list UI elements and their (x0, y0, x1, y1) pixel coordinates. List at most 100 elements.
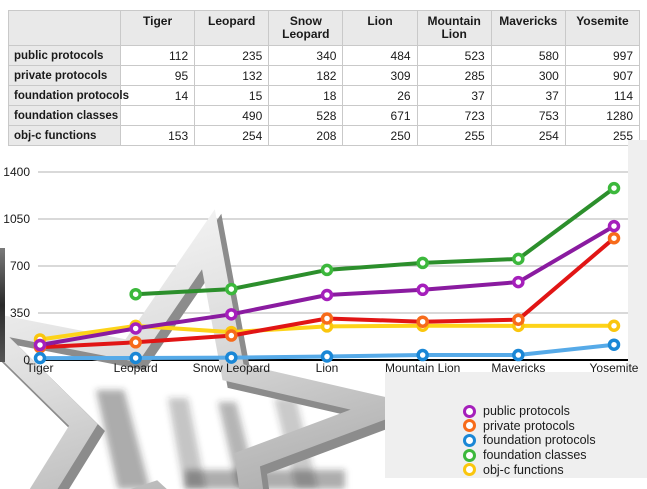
table-cell: 132 (194, 65, 270, 86)
table-cell: 723 (416, 105, 492, 126)
data-point-marker (416, 283, 429, 297)
table-cell: 254 (490, 125, 566, 146)
y-tick-label: 700 (10, 259, 30, 273)
legend-label: public protocols (483, 404, 570, 419)
row-label: obj-c functions (8, 125, 121, 146)
data-point-marker (512, 252, 525, 266)
series-line-foundation-classes (133, 186, 616, 297)
table-row: obj-c functions 153 254 208 250 255 254 255 (8, 125, 641, 146)
x-axis-label: Tiger (27, 361, 54, 375)
table-header-row: Tiger Leopard Snow Leopard Lion Mountain Lio… (8, 10, 641, 46)
table-cell: 15 (194, 85, 270, 106)
table-cell: 254 (194, 125, 270, 146)
data-point-marker (607, 181, 621, 195)
data-point-marker (512, 348, 525, 362)
data-point-marker (416, 348, 429, 362)
table-cell: 309 (342, 65, 418, 86)
legend-items: public protocols private protocols foundat… (463, 404, 647, 477)
y-tick-label: 1050 (3, 212, 30, 226)
table-cell: 753 (490, 105, 566, 126)
stats-table: Tiger Leopard Snow Leopard Lion Mountain Lio… (8, 10, 641, 146)
table-cell: 255 (416, 125, 492, 146)
y-tick-label: 350 (10, 306, 30, 320)
column-header: Mountain Lion (416, 10, 492, 46)
table-cell: 208 (268, 125, 344, 146)
data-point-marker (320, 312, 334, 325)
column-header: Leopard (194, 10, 270, 46)
y-tick-label: 1400 (3, 165, 30, 179)
legend-item: obj-c functions (463, 462, 647, 477)
table-cell (119, 105, 196, 126)
legend-label: private protocols (483, 418, 575, 433)
data-point-marker (225, 308, 238, 321)
table-cell: 340 (268, 45, 344, 66)
table-row: foundation protocols 14 15 18 26 37 37 114 (8, 85, 641, 106)
line-chart: 0 350 700 1050 1400 Tiger Leopard Snow Leopard L… (0, 165, 639, 489)
table-cell: 153 (119, 125, 196, 146)
table-cell: 235 (194, 45, 270, 66)
table-cell: 95 (119, 65, 196, 86)
data-point-marker (512, 275, 525, 289)
row-label: foundation protocols (8, 85, 129, 106)
x-axis-label: Mountain Lion (385, 361, 460, 375)
table-cell: 18 (268, 85, 344, 106)
chart-series (33, 181, 621, 365)
table-row: public protocols 112 235 340 484 523 580 997 (8, 45, 641, 66)
data-point-marker (129, 322, 142, 335)
table-cell: 300 (490, 65, 566, 86)
table-cell: 182 (268, 65, 344, 86)
data-point-marker (225, 329, 238, 342)
table-cell: 37 (416, 85, 492, 106)
data-point-marker (607, 338, 621, 351)
table-cell: 1280 (564, 105, 641, 126)
table-cell: 14 (119, 85, 196, 106)
legend-item: foundation protocols (463, 433, 647, 448)
star-edge-strip (0, 248, 5, 362)
data-point-marker (129, 351, 142, 365)
legend-item: foundation classes (463, 448, 647, 463)
legend-swatch-icon (463, 404, 476, 418)
table-cell: 907 (564, 65, 641, 86)
data-point-marker (129, 287, 142, 301)
legend-label: foundation protocols (483, 433, 596, 448)
data-point-marker (225, 282, 238, 296)
table-row: private protocols 95 132 182 309 285 300 907 (8, 65, 641, 86)
column-header: Yosemite (564, 10, 641, 46)
data-point-marker (416, 315, 429, 328)
column-header: Tiger (119, 10, 196, 46)
axis-labels: 0 350 700 1050 1400 Tiger Leopard Snow Leopard L… (3, 165, 638, 375)
table-cell: 26 (342, 85, 418, 106)
data-point-marker (320, 263, 334, 277)
table-cell: 484 (342, 45, 418, 66)
data-point-marker (225, 351, 238, 364)
row-label: private protocols (8, 65, 121, 86)
x-axis-label: Yosemite (590, 361, 639, 375)
legend-swatch-icon (463, 463, 476, 477)
data-point-marker (607, 219, 621, 233)
legend-item: public protocols (463, 404, 647, 419)
table-cell: 285 (416, 65, 492, 86)
table-cell: 490 (194, 105, 270, 126)
data-point-marker (320, 288, 334, 302)
data-point-marker (33, 351, 47, 365)
table-cell: 250 (342, 125, 418, 146)
data-point-marker (607, 231, 621, 245)
table-row: foundation classes 490 528 671 723 753 1280 (8, 105, 641, 126)
column-header: Mavericks (490, 10, 566, 46)
data-point-marker (320, 350, 334, 363)
y-tick-label: 0 (23, 353, 30, 367)
legend-swatch-icon (463, 419, 476, 433)
table-cell: 528 (268, 105, 344, 126)
legend-label: obj-c functions (483, 462, 564, 477)
x-axis-label: Mavericks (491, 361, 545, 375)
x-axis-label: Lion (316, 361, 339, 375)
column-header: Lion (342, 10, 418, 46)
x-axis-label: Snow Leopard (193, 361, 270, 375)
data-point-marker (33, 338, 47, 352)
table-cell: 523 (416, 45, 492, 66)
legend-label: foundation classes (483, 448, 587, 463)
x-axis-label: Leopard (114, 361, 158, 375)
data-point-marker (416, 256, 429, 270)
table-body: public protocols 112 235 340 484 523 580 997 pri… (8, 45, 641, 146)
